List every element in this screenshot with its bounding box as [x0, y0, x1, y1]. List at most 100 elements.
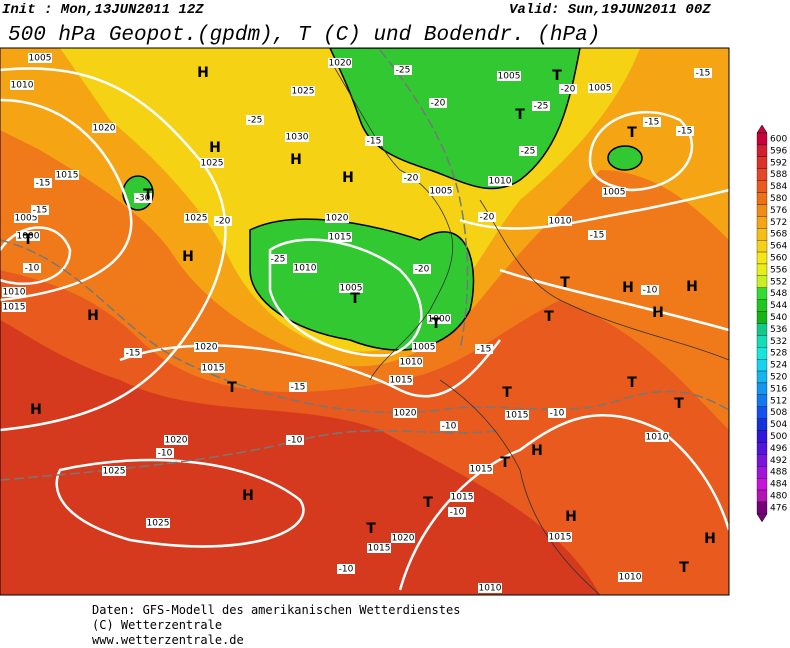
colorbar-label: 524: [770, 361, 787, 371]
colorbar-label: 584: [770, 182, 787, 192]
isobar-label: 1015: [202, 364, 225, 374]
isobar-label-box: [412, 342, 436, 352]
isobar-label-box: [102, 466, 126, 476]
isobar-label-box: [399, 357, 423, 367]
pressure-center: H: [87, 308, 99, 324]
isobar-label-box: [389, 375, 413, 385]
colorbar-swatch: [756, 347, 768, 360]
colorbar-label: 512: [770, 396, 787, 406]
pressure-center: T: [674, 396, 684, 412]
temperature-label: -15: [126, 349, 141, 359]
colorbar-swatch: [756, 156, 768, 169]
pressure-center: T: [502, 385, 512, 401]
temperature-label: -10: [25, 264, 40, 274]
isobar-label-box: [367, 543, 391, 553]
temperature-label-box: [134, 193, 152, 203]
temperature-label-box: [365, 136, 383, 146]
pressure-center: T: [627, 375, 637, 391]
colorbar-label: 592: [770, 158, 787, 168]
isobar-label: 1020: [329, 59, 352, 69]
pressure-center: T: [227, 380, 237, 396]
isobar-label: 1000: [17, 232, 40, 242]
isobar-label: 1010: [294, 264, 317, 274]
colorbar-bottom-arrow: [756, 513, 768, 523]
isobar-label-box: [393, 408, 417, 418]
colorbar-swatch: [756, 370, 768, 384]
colorbar-label: 480: [770, 492, 787, 502]
colorbar-swatch: [756, 489, 768, 503]
colorbar-swatch: [756, 454, 768, 467]
colorbar-swatch: [756, 311, 768, 324]
colorbar-label: 536: [770, 325, 787, 335]
colorbar-label: 544: [770, 301, 787, 311]
temperature-label-box: [532, 101, 550, 111]
colorbar-swatch: [756, 406, 768, 419]
pressure-center: T: [500, 455, 510, 471]
isobar-label: 1015: [3, 303, 26, 313]
pressure-center: T: [560, 275, 570, 291]
colorbar-label: 580: [770, 194, 787, 204]
temperature-label-box: [31, 205, 49, 215]
temperature-label-box: [694, 68, 712, 78]
colorbar-label: 576: [770, 206, 787, 216]
temperature-label-box: [548, 408, 566, 418]
colorbar-swatch: [756, 251, 768, 265]
temperature-label-box: [478, 212, 496, 222]
isobar-label: 1005: [413, 343, 436, 353]
colorbar-swatch: [756, 418, 768, 431]
colorbar-label: 516: [770, 384, 787, 394]
isobar-label: 1010: [3, 288, 26, 298]
isobar-label-box: [548, 532, 572, 542]
colorbar-swatch: [756, 442, 768, 455]
temperature-label-box: [269, 254, 287, 264]
isobar-label-box: [2, 302, 26, 312]
isobar-label-box: [339, 283, 363, 293]
colorbar-swatch: [756, 466, 768, 479]
temperature-label: -20: [431, 99, 446, 109]
temperature-label-box: [402, 173, 420, 183]
isobar-label-box: [200, 158, 224, 168]
temperature-label: -20: [415, 265, 430, 275]
isobar-label: 1030: [286, 133, 309, 143]
temperature-label: -15: [477, 345, 492, 355]
isobar-label-box: [293, 263, 317, 273]
colorbar-label: 560: [770, 254, 787, 264]
temperature-label: -15: [33, 206, 48, 216]
colorbar-swatch: [756, 299, 768, 312]
temperature-label: -25: [534, 102, 549, 112]
temperature-label: -25: [521, 147, 536, 157]
temperature-label: -15: [645, 118, 660, 128]
isobar-label: 1010: [479, 584, 502, 594]
colorbar-label: 520: [770, 373, 787, 383]
temperature-label-box: [643, 117, 661, 127]
temperature-label: -25: [248, 116, 263, 126]
colorbar-swatch: [756, 477, 768, 491]
isobar-label-box: [488, 176, 512, 186]
footer-source: Daten: GFS-Modell des amerikanischen Wet…: [92, 603, 460, 617]
colorbar-swatch: [756, 168, 768, 181]
pressure-center: T: [350, 291, 360, 307]
valid-time: Valid: Sun,19JUN2011 00Z: [509, 2, 711, 18]
temperature-label: -10: [442, 422, 457, 432]
temperature-label-box: [337, 564, 355, 574]
isobar-label-box: [10, 80, 34, 90]
temperature-label-box: [559, 84, 577, 94]
colorbar-swatch: [756, 501, 768, 515]
isobar-label: 1015: [368, 544, 391, 554]
colorbar-label: 496: [770, 444, 787, 454]
isobar-label-box: [469, 464, 493, 474]
isobar-label-box: [602, 187, 626, 197]
colorbar-swatch: [756, 132, 768, 146]
temperature-label: -25: [271, 255, 286, 265]
temperature-label: -15: [678, 127, 693, 137]
isobar-label-box: [194, 342, 218, 352]
pressure-center: T: [423, 495, 433, 511]
colorbar-label: 568: [770, 230, 787, 240]
isobar-label: 1005: [589, 84, 612, 94]
colorbar-swatch: [756, 382, 768, 396]
isobar-label: 1020: [93, 124, 116, 134]
pressure-center: H: [30, 402, 42, 418]
isobar-label: 1025: [103, 467, 126, 477]
field-green-north: [329, 48, 581, 190]
temperature-label: -10: [158, 449, 173, 459]
